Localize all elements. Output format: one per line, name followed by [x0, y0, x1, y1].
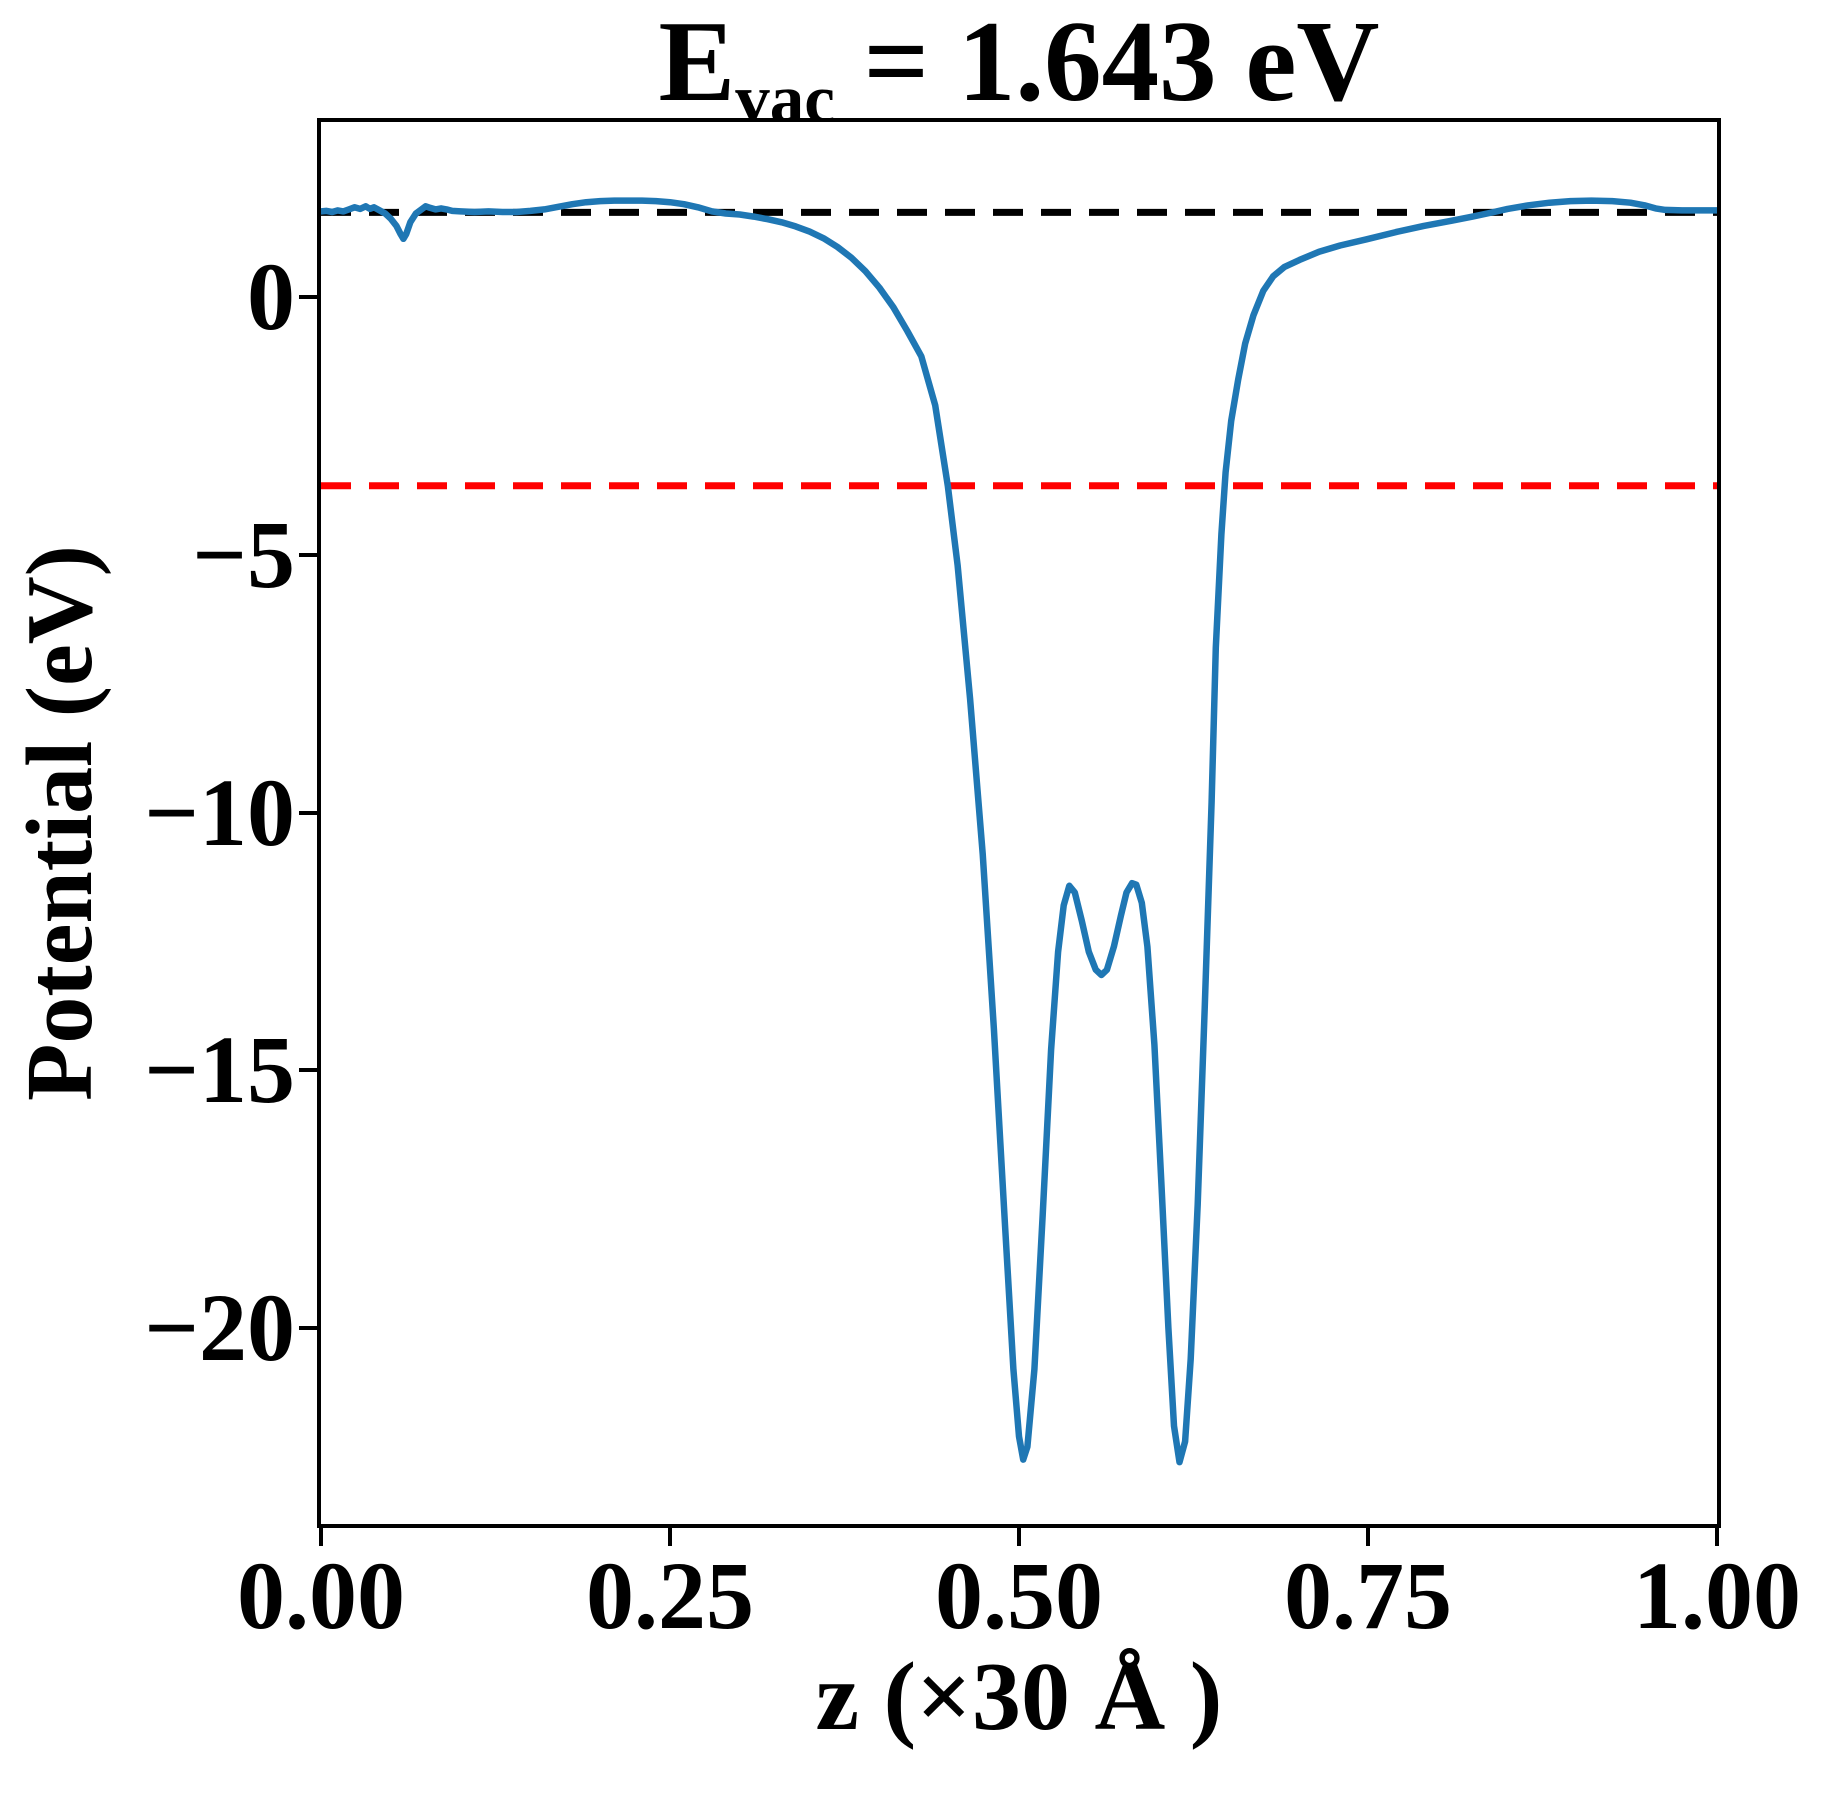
y-tick-label: −10 [144, 758, 295, 866]
y-tick-label: −5 [192, 500, 295, 608]
y-tick-mark [299, 295, 317, 300]
plot-area [317, 118, 1721, 1528]
y-tick-label: −20 [144, 1274, 295, 1382]
title-symbol: E [658, 0, 736, 125]
x-tick-label: 1.00 [1633, 1542, 1801, 1649]
x-tick-label: 0.75 [1284, 1542, 1452, 1649]
x-tick-label: 0.50 [935, 1542, 1103, 1649]
chart-title: Evac = 1.643 eV [321, 0, 1717, 136]
x-tick-label: 0.25 [586, 1542, 754, 1649]
title-value: = 1.643 eV [834, 0, 1380, 125]
y-tick-mark [299, 552, 317, 557]
x-tick-mark [668, 1528, 672, 1546]
x-tick-label: 0.00 [237, 1542, 405, 1649]
y-tick-mark [299, 810, 317, 815]
x-tick-mark [1017, 1528, 1021, 1546]
x-axis-label: z (×30 Å ) [815, 1643, 1223, 1751]
y-tick-mark [299, 1326, 317, 1331]
x-tick-mark [1366, 1528, 1370, 1546]
y-axis-label: Potential (eV) [8, 545, 112, 1101]
plot-canvas [321, 197, 1717, 1466]
x-tick-mark [319, 1528, 323, 1546]
y-tick-label: 0 [247, 243, 295, 351]
x-tick-mark [1715, 1528, 1719, 1546]
y-tick-mark [299, 1068, 317, 1073]
y-tick-label: −15 [144, 1016, 295, 1124]
planar-averaged-potential [321, 197, 1717, 1466]
